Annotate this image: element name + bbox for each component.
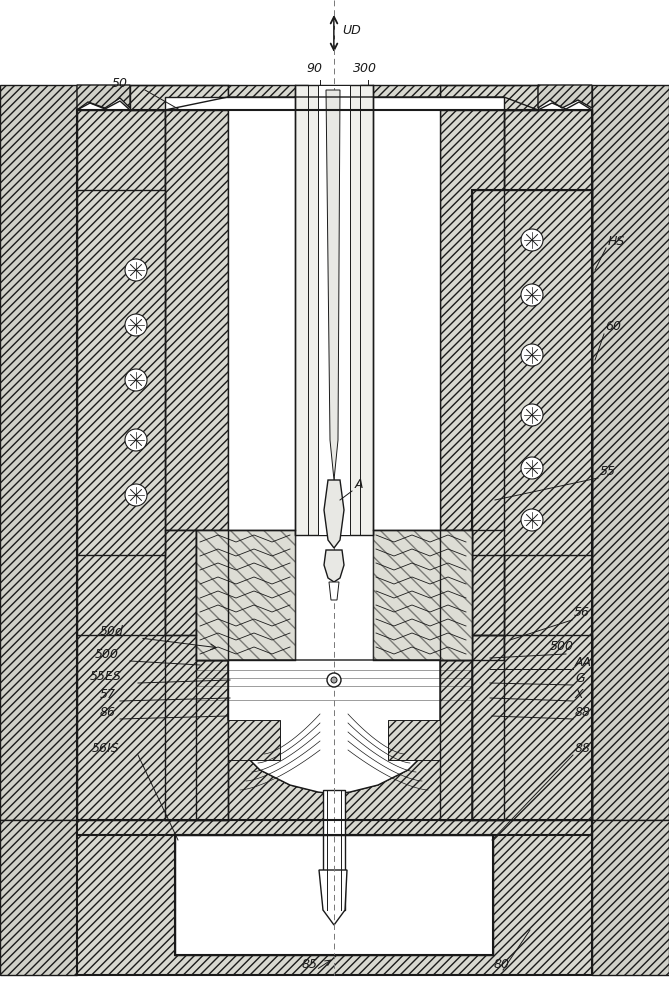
- Text: UD: UD: [342, 23, 361, 36]
- Text: 88: 88: [575, 706, 591, 719]
- Polygon shape: [77, 820, 592, 975]
- Polygon shape: [295, 85, 373, 535]
- Bar: [318, 85, 350, 535]
- Polygon shape: [196, 530, 295, 660]
- Text: AA: AA: [575, 656, 592, 669]
- Text: 50d: 50d: [100, 625, 124, 638]
- Text: 85: 85: [302, 958, 318, 971]
- Polygon shape: [228, 85, 308, 97]
- Bar: [228, 110, 440, 530]
- Circle shape: [125, 484, 147, 506]
- Polygon shape: [165, 110, 228, 530]
- Text: 50: 50: [112, 77, 128, 90]
- Polygon shape: [77, 110, 196, 820]
- Text: 300: 300: [353, 62, 377, 75]
- Text: 88: 88: [575, 742, 591, 755]
- Circle shape: [125, 429, 147, 451]
- Polygon shape: [326, 90, 340, 480]
- Text: HS: HS: [608, 235, 626, 248]
- Text: 90: 90: [306, 62, 322, 75]
- Polygon shape: [324, 480, 344, 548]
- Circle shape: [521, 344, 543, 366]
- Polygon shape: [324, 550, 344, 582]
- Polygon shape: [472, 635, 592, 820]
- Polygon shape: [77, 190, 165, 555]
- Circle shape: [521, 229, 543, 251]
- Text: G: G: [575, 672, 585, 685]
- Polygon shape: [77, 635, 228, 820]
- Polygon shape: [360, 85, 440, 97]
- Circle shape: [521, 404, 543, 426]
- Circle shape: [125, 259, 147, 281]
- Text: X: X: [575, 688, 583, 701]
- Text: 80: 80: [494, 958, 510, 971]
- Circle shape: [331, 677, 337, 683]
- Circle shape: [125, 369, 147, 391]
- Polygon shape: [592, 820, 669, 975]
- Text: 500: 500: [95, 648, 119, 661]
- Circle shape: [327, 673, 341, 687]
- Polygon shape: [329, 582, 339, 600]
- Text: 56IS: 56IS: [92, 742, 120, 755]
- Text: 56: 56: [574, 606, 590, 619]
- Polygon shape: [538, 85, 592, 108]
- Text: 500: 500: [550, 640, 574, 653]
- Circle shape: [521, 509, 543, 531]
- Circle shape: [521, 284, 543, 306]
- Polygon shape: [228, 660, 440, 794]
- Text: 60: 60: [605, 320, 621, 333]
- Text: 55ES: 55ES: [90, 670, 122, 683]
- Polygon shape: [165, 530, 228, 820]
- Circle shape: [521, 457, 543, 479]
- Polygon shape: [373, 530, 472, 660]
- Polygon shape: [472, 190, 592, 555]
- Bar: [175, 835, 493, 955]
- Polygon shape: [592, 85, 669, 820]
- Polygon shape: [440, 530, 504, 820]
- Polygon shape: [77, 85, 130, 110]
- Polygon shape: [196, 530, 295, 660]
- Polygon shape: [319, 870, 347, 925]
- Circle shape: [125, 314, 147, 336]
- Text: 57: 57: [100, 688, 116, 701]
- Polygon shape: [472, 190, 592, 555]
- Polygon shape: [440, 85, 538, 110]
- Text: A: A: [355, 478, 363, 491]
- Polygon shape: [388, 720, 440, 760]
- Polygon shape: [440, 110, 504, 530]
- Polygon shape: [0, 85, 77, 820]
- Text: 86: 86: [100, 706, 116, 719]
- Polygon shape: [196, 660, 472, 820]
- Polygon shape: [373, 530, 472, 660]
- Text: 55: 55: [600, 465, 616, 478]
- Polygon shape: [130, 85, 228, 110]
- Polygon shape: [228, 720, 280, 760]
- Polygon shape: [0, 820, 77, 975]
- Bar: [323, 790, 345, 910]
- Polygon shape: [472, 110, 592, 820]
